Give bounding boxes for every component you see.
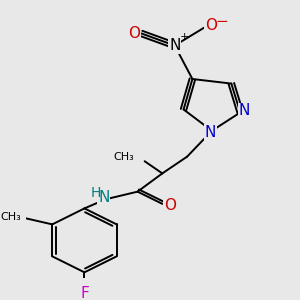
Text: O: O [128,26,140,41]
Text: H: H [91,186,101,200]
Text: N: N [239,103,250,118]
Text: O: O [164,198,176,213]
Text: N: N [204,125,216,140]
Text: N: N [169,38,180,53]
Text: CH₃: CH₃ [1,212,22,222]
Text: F: F [80,286,89,300]
Text: CH₃: CH₃ [113,152,134,162]
Text: N: N [98,190,110,205]
Text: O: O [205,18,217,33]
Text: −: − [215,14,228,29]
Text: +: + [180,32,189,42]
